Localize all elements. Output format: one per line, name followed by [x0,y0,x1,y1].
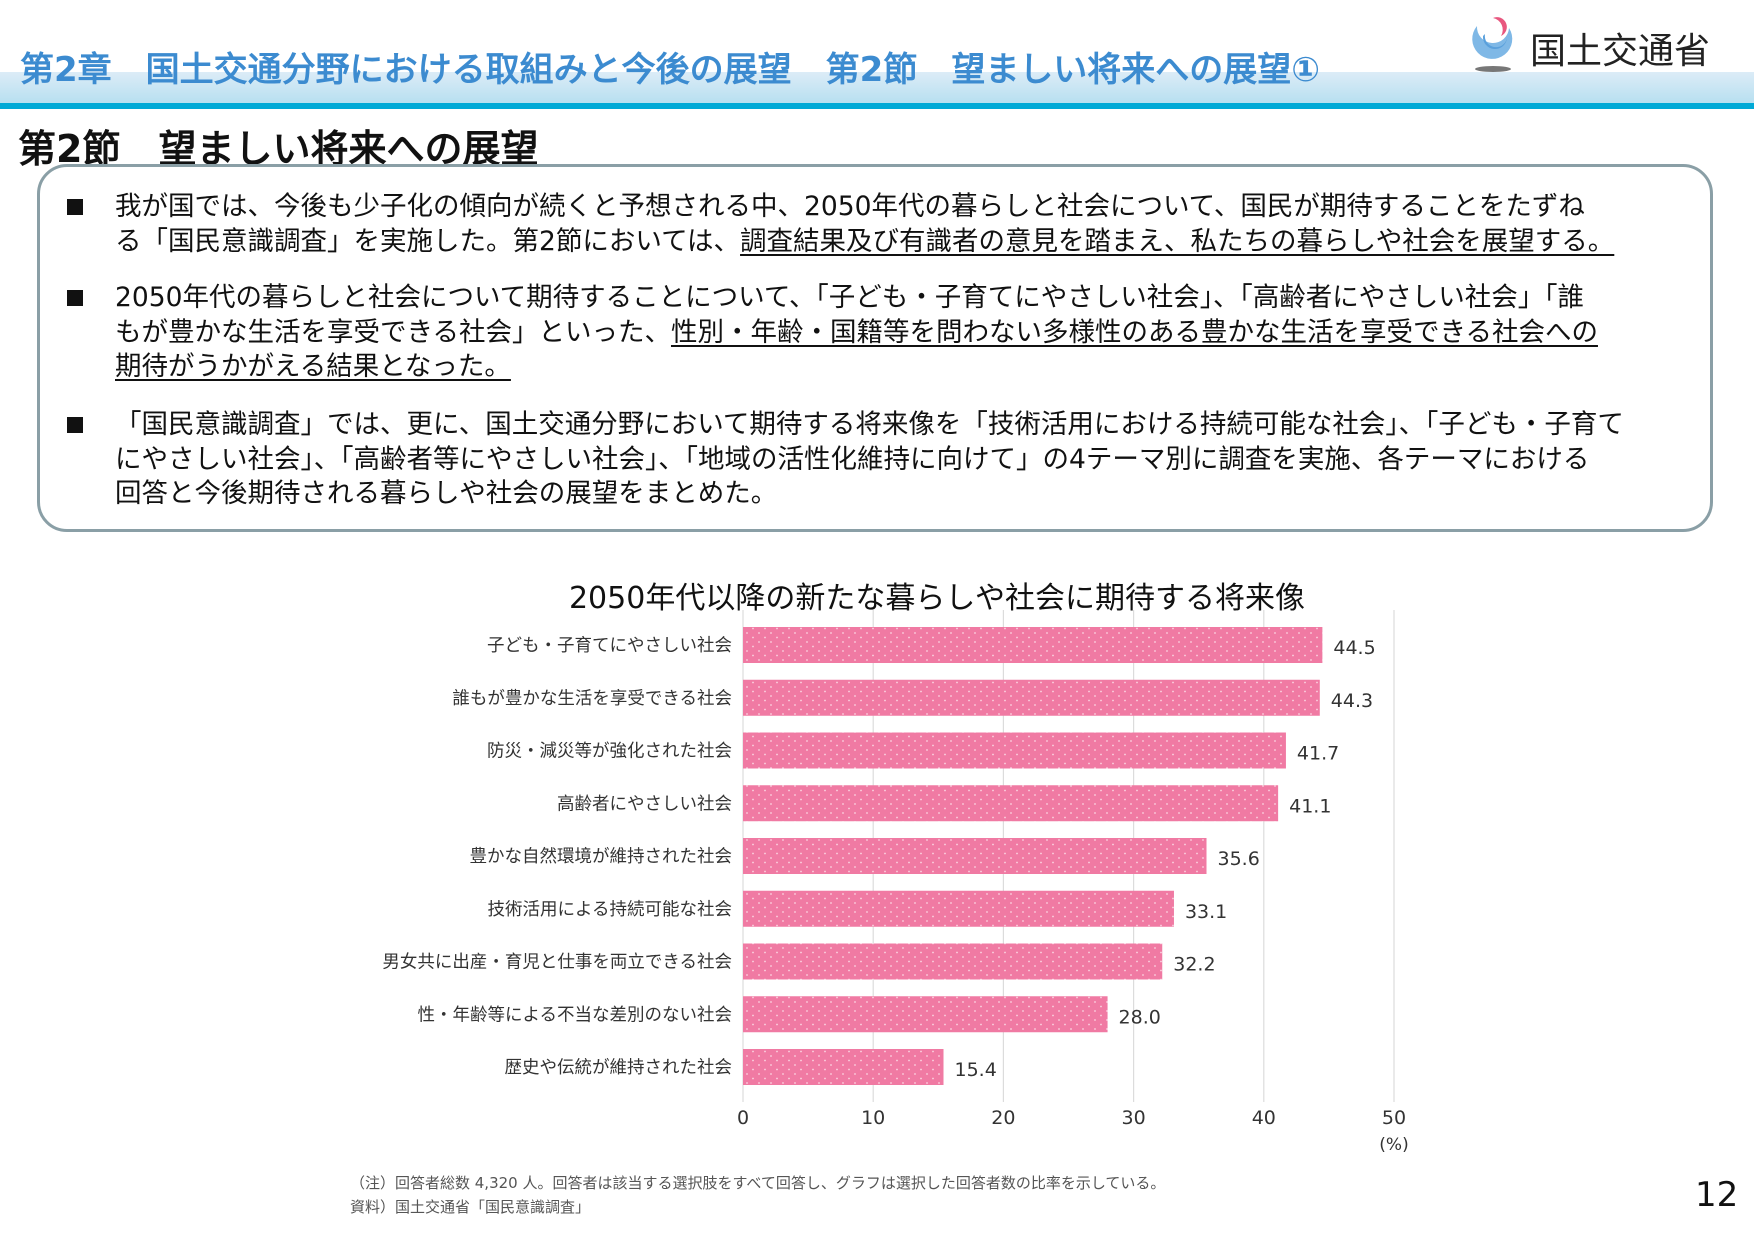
summary-line: 「国民意識調査」では、更に、国土交通分野において期待する将来像を「技術活用におけ… [115,408,1695,443]
underlined-text: 性別・年齢・国籍等を問わない多様性のある豊かな生活を享受できる社会への [670,316,1598,348]
header-rule [0,103,1754,109]
bar [743,732,1286,769]
category-label: 防災・減災等が強化された社会 [487,742,732,762]
category-label: 豊かな自然環境が維持された社会 [470,847,733,867]
x-tick-label: 30 [1122,1107,1146,1129]
summary-text: 2050年代の暮らしと社会について期待することについて、「子ども・子育てにやさし… [115,282,1585,313]
summary-line: る「国民意識調査」を実施した。第2節においては、調査結果及び有識者の意見を踏まえ… [115,225,1695,260]
category-label: 性・年齢等による不当な差別のない社会 [418,1005,732,1025]
value-label: 28.0 [1119,1006,1161,1028]
ministry-logo-icon [1472,17,1513,72]
value-label: 44.5 [1333,637,1375,659]
underlined-text: 調査結果及び有識者の意見を踏まえ、私たちの暮らしや社会を展望する。 [740,225,1615,257]
category-label: 誰もが豊かな生活を享受できる社会 [452,689,732,709]
summary-text: る「国民意識調査」を実施した。第2節においては、 [115,225,741,257]
summary-item: 我が国では、今後も少子化の傾向が続くと予想される中、2050年代の暮らしと社会に… [67,190,1695,260]
summary-line: もが豊かな生活を享受できる社会」といった、性別・年齢・国籍等を問わない多様性のあ… [115,316,1695,351]
bullet-icon [67,199,83,215]
bar [743,890,1174,927]
summary-text: もが豊かな生活を享受できる社会」といった、 [115,316,671,348]
summary-line: 期待がうかがえる結果となった。 [115,350,1695,385]
category-label: 歴史や伝統が維持された社会 [505,1058,733,1078]
summary-item: 「国民意識調査」では、更に、国土交通分野において期待する将来像を「技術活用におけ… [67,408,1695,512]
summary-line: にやさしい社会」、「高齢者等にやさしい社会」、「地域の活性化維持に向けて」の4テ… [115,443,1695,478]
value-label: 41.1 [1289,795,1331,817]
x-unit-label: (%) [1379,1135,1408,1155]
bar [743,1049,944,1085]
bar [743,996,1108,1033]
bar [743,943,1163,980]
page-number: 12 [1695,1175,1739,1215]
summary-line: 回答と今後期待される暮らしや社会の展望をまとめた。 [115,477,1695,512]
value-label: 32.2 [1173,954,1215,976]
header-title: 第2章 国土交通分野における取組みと今後の展望 第2節 望ましい将来への展望① [20,50,1321,90]
category-label: 技術活用による持続可能な社会 [488,900,732,920]
section-title: 第2節 望ましい将来への展望 [18,127,539,171]
summary-text: 「国民意識調査」では、更に、国土交通分野において期待する将来像を「技術活用におけ… [115,409,1624,440]
summary-text: にやさしい社会」、「高齢者等にやさしい社会」、「地域の活性化維持に向けて」の4テ… [115,443,1590,475]
x-tick-label: 10 [861,1107,885,1129]
category-label: 子ども・子育てにやさしい社会 [487,636,732,656]
value-label: 44.3 [1331,690,1373,712]
value-label: 35.6 [1218,848,1260,870]
chart-source: 資料）国土交通省「国民意識調査」 [350,1198,591,1216]
value-label: 41.7 [1297,743,1339,765]
underlined-text: 期待がうかがえる結果となった。 [115,351,511,382]
x-tick-label: 20 [991,1107,1015,1129]
x-tick-label: 50 [1382,1107,1406,1129]
bar [743,785,1279,822]
x-tick-label: 0 [737,1107,749,1129]
summary-item: 2050年代の暮らしと社会について期待することについて、「子ども・子育てにやさし… [67,281,1695,385]
value-label: 33.1 [1185,901,1227,923]
bar [743,627,1323,663]
ministry-name: 国土交通省 [1530,31,1711,72]
summary-line: 我が国では、今後も少子化の傾向が続くと予想される中、2050年代の暮らしと社会に… [115,190,1695,225]
category-label: 高齢者にやさしい社会 [557,794,732,814]
value-label: 15.4 [955,1059,997,1081]
bar [743,679,1320,716]
category-label: 男女共に出産・育児と仕事を両立できる社会 [382,953,732,973]
summary-text: 回答と今後期待される暮らしや社会の展望をまとめた。 [115,478,778,509]
header-band [0,72,1754,104]
summary-line: 2050年代の暮らしと社会について期待することについて、「子ども・子育てにやさし… [115,281,1695,316]
bullet-icon [67,290,83,306]
bar [743,838,1207,874]
summary-text: 我が国では、今後も少子化の傾向が続くと予想される中、2050年代の暮らしと社会に… [115,191,1585,222]
bullet-icon [67,417,83,433]
chart-note: （注）回答者総数 4,320 人。回答者は該当する選択肢をすべて回答し、グラフは… [350,1174,1166,1192]
summary-box [37,164,1713,532]
chart-title: 2050年代以降の新たな暮らしや社会に期待する将来像 [568,581,1306,616]
x-tick-label: 40 [1252,1107,1276,1129]
